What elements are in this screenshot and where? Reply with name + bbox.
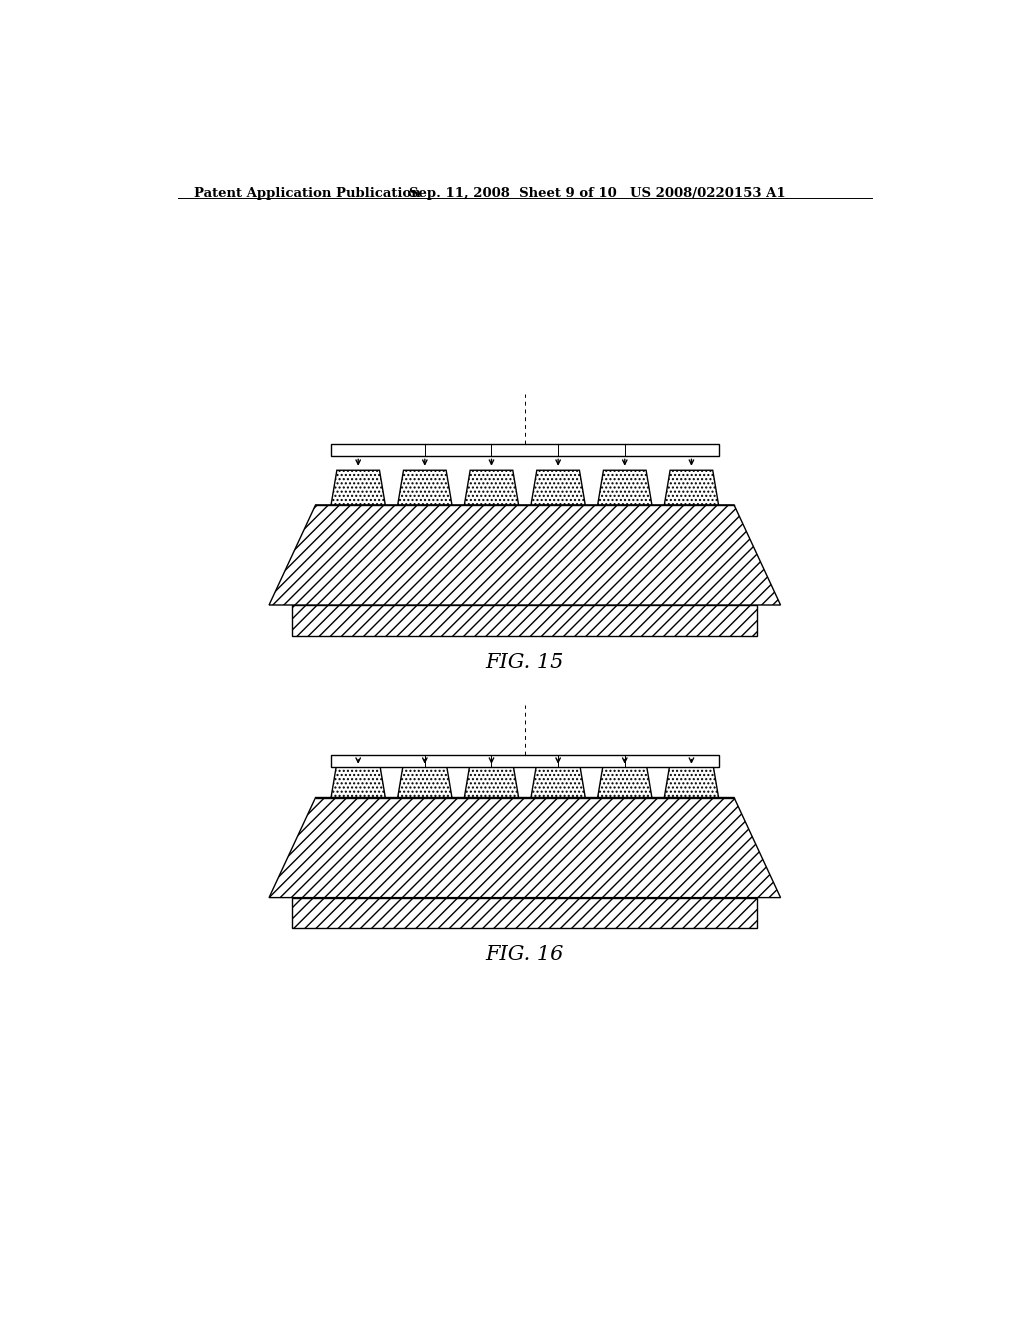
Polygon shape: [464, 470, 518, 506]
Text: Sep. 11, 2008  Sheet 9 of 10: Sep. 11, 2008 Sheet 9 of 10: [409, 187, 616, 199]
Polygon shape: [397, 763, 452, 797]
Text: FIG. 16: FIG. 16: [485, 945, 564, 965]
Polygon shape: [331, 444, 719, 457]
Polygon shape: [665, 763, 719, 797]
Polygon shape: [531, 763, 586, 797]
Polygon shape: [598, 470, 652, 506]
Polygon shape: [269, 506, 780, 605]
Polygon shape: [464, 763, 518, 797]
Polygon shape: [331, 470, 385, 506]
Polygon shape: [665, 470, 719, 506]
Polygon shape: [331, 755, 719, 767]
Text: US 2008/0220153 A1: US 2008/0220153 A1: [630, 187, 785, 199]
Polygon shape: [269, 797, 780, 898]
Polygon shape: [531, 470, 586, 506]
Polygon shape: [598, 763, 652, 797]
Text: FIG. 15: FIG. 15: [485, 653, 564, 672]
Text: Patent Application Publication: Patent Application Publication: [194, 187, 421, 199]
Polygon shape: [292, 605, 758, 636]
Polygon shape: [397, 470, 452, 506]
Polygon shape: [331, 763, 385, 797]
Polygon shape: [292, 898, 758, 928]
